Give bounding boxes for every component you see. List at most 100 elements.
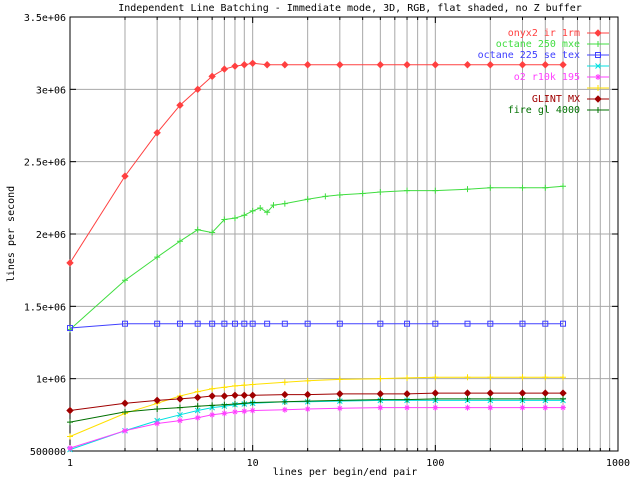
data-point [208,392,216,400]
data-point [518,61,527,69]
data-point [336,320,343,327]
data-point [542,395,549,402]
data-point [542,320,549,327]
series-4 [67,404,567,452]
y-tick-label: 1.5e+06 [24,302,66,313]
data-point [264,320,271,327]
legend-label: octane 250 mxe [496,39,580,50]
data-point [404,187,411,194]
data-point [177,411,183,418]
legend-entry-2: octane 225 se tex [478,50,609,61]
data-point [249,207,256,214]
data-point [464,404,471,411]
x-tick-label: 1000 [606,458,630,469]
data-point [121,320,128,327]
series-layer [66,59,567,453]
data-point [281,390,289,399]
legend-swatch-marker [595,63,601,69]
data-point [66,406,74,415]
y-tick-label: 500000 [30,447,66,458]
data-point [249,381,256,388]
data-point [336,405,343,412]
data-point [519,184,526,191]
series-line [69,185,564,330]
data-point [464,186,471,193]
data-point [519,404,526,411]
data-point [121,172,129,180]
data-point [336,61,344,69]
data-point [560,320,567,327]
data-point [432,404,439,411]
data-point [281,379,288,386]
data-point [121,277,128,284]
data-point [377,375,384,382]
data-point [176,404,183,411]
y-tick-label: 2e+06 [36,230,66,241]
data-point [154,254,161,261]
data-point [176,101,184,109]
data-point [542,374,549,381]
data-point [241,400,248,407]
legend-label: GLINT MX [532,94,580,105]
data-point [153,129,161,137]
data-point [376,61,385,69]
data-point [209,411,216,418]
data-point [303,61,312,69]
data-point [176,395,184,403]
data-point [404,404,411,411]
data-point [249,320,256,327]
data-point [404,320,411,327]
data-point [231,408,238,415]
data-point [560,183,567,190]
x-tick-label: 1 [67,458,73,469]
data-point [281,398,288,405]
data-point [221,216,228,223]
data-point [463,61,472,69]
data-point [121,408,128,415]
data-point [208,72,216,81]
series-line [69,62,563,264]
data-point [67,325,73,332]
data-point [519,320,526,327]
legend-swatch-marker [595,52,601,58]
legend-swatch-marker [595,41,601,47]
data-point [231,320,238,327]
series-5 [67,374,567,440]
data-point [248,391,257,400]
data-point [464,395,471,402]
data-point [304,398,311,405]
data-point [304,406,311,413]
legend-swatch-marker [594,95,602,103]
data-point [487,395,494,402]
data-point [176,320,183,327]
legend-entry-5 [587,85,609,91]
data-point [541,61,550,69]
data-point [432,187,439,194]
data-point [66,259,74,267]
data-point [121,399,129,407]
data-point [154,320,161,327]
data-point [281,61,289,69]
x-axis-label: lines per begin/end pair [273,467,418,478]
data-point [377,396,384,403]
legend-label: fire gl 4000 [508,105,580,116]
data-point [209,402,216,409]
legend-entry-4: o2 r10k 195 [514,72,609,83]
legend-entry-1: octane 250 mxe [496,39,609,50]
data-point [249,399,256,406]
series-7 [67,395,567,426]
x-tick-label: 100 [426,458,444,469]
legend-swatch-marker [595,107,601,113]
data-point [231,382,238,389]
data-point [519,395,526,402]
data-point [431,61,440,69]
data-point [231,400,238,407]
data-point [221,410,228,417]
data-point [559,61,567,69]
data-point [241,320,248,327]
data-point [257,204,264,211]
data-point [263,61,271,69]
data-point [154,420,161,427]
data-point [248,59,257,68]
